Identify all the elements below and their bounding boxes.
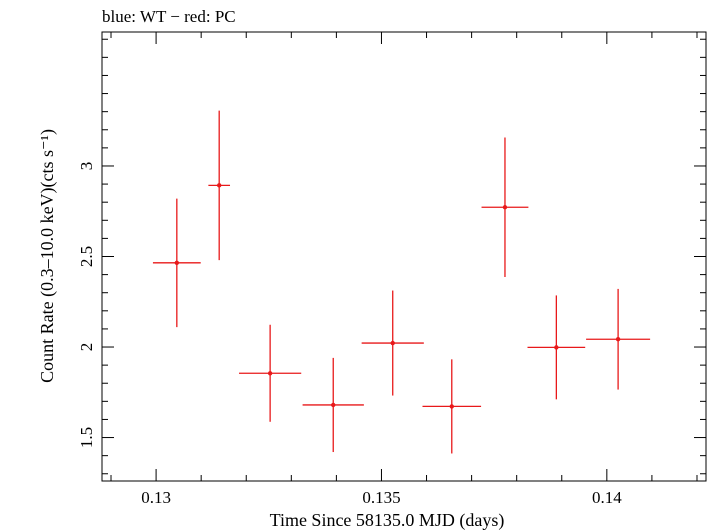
x-tick-label: 0.13	[141, 488, 171, 507]
chart-title: blue: WT − red: PC	[102, 7, 236, 26]
y-tick-label: 1.5	[77, 427, 96, 448]
y-tick-label: 2.5	[77, 246, 96, 267]
x-axis-label: Time Since 58135.0 MJD (days)	[270, 510, 505, 531]
plot-frame	[101, 31, 707, 482]
data-point	[502, 205, 508, 210]
data-point	[554, 345, 559, 350]
y-tick-label: 3	[77, 162, 96, 171]
x-tick-label: 0.14	[592, 488, 622, 507]
x-tick-label: 0.135	[362, 488, 400, 507]
data-point	[390, 340, 395, 346]
y-axis: 1.5 2 2.5 3	[77, 38, 706, 475]
data-point	[449, 404, 454, 409]
data-point	[615, 337, 621, 342]
data-point	[216, 183, 222, 188]
x-axis: 0.13 0.135 0.14	[110, 32, 698, 507]
y-tick-label: 2	[77, 343, 96, 352]
y-axis-label: Count Rate (0.3–10.0 keV)(cts s⁻¹)	[37, 129, 58, 383]
data-point	[174, 260, 180, 266]
data-point	[267, 371, 273, 376]
data-point	[331, 402, 336, 408]
data-series-pc	[152, 110, 651, 454]
